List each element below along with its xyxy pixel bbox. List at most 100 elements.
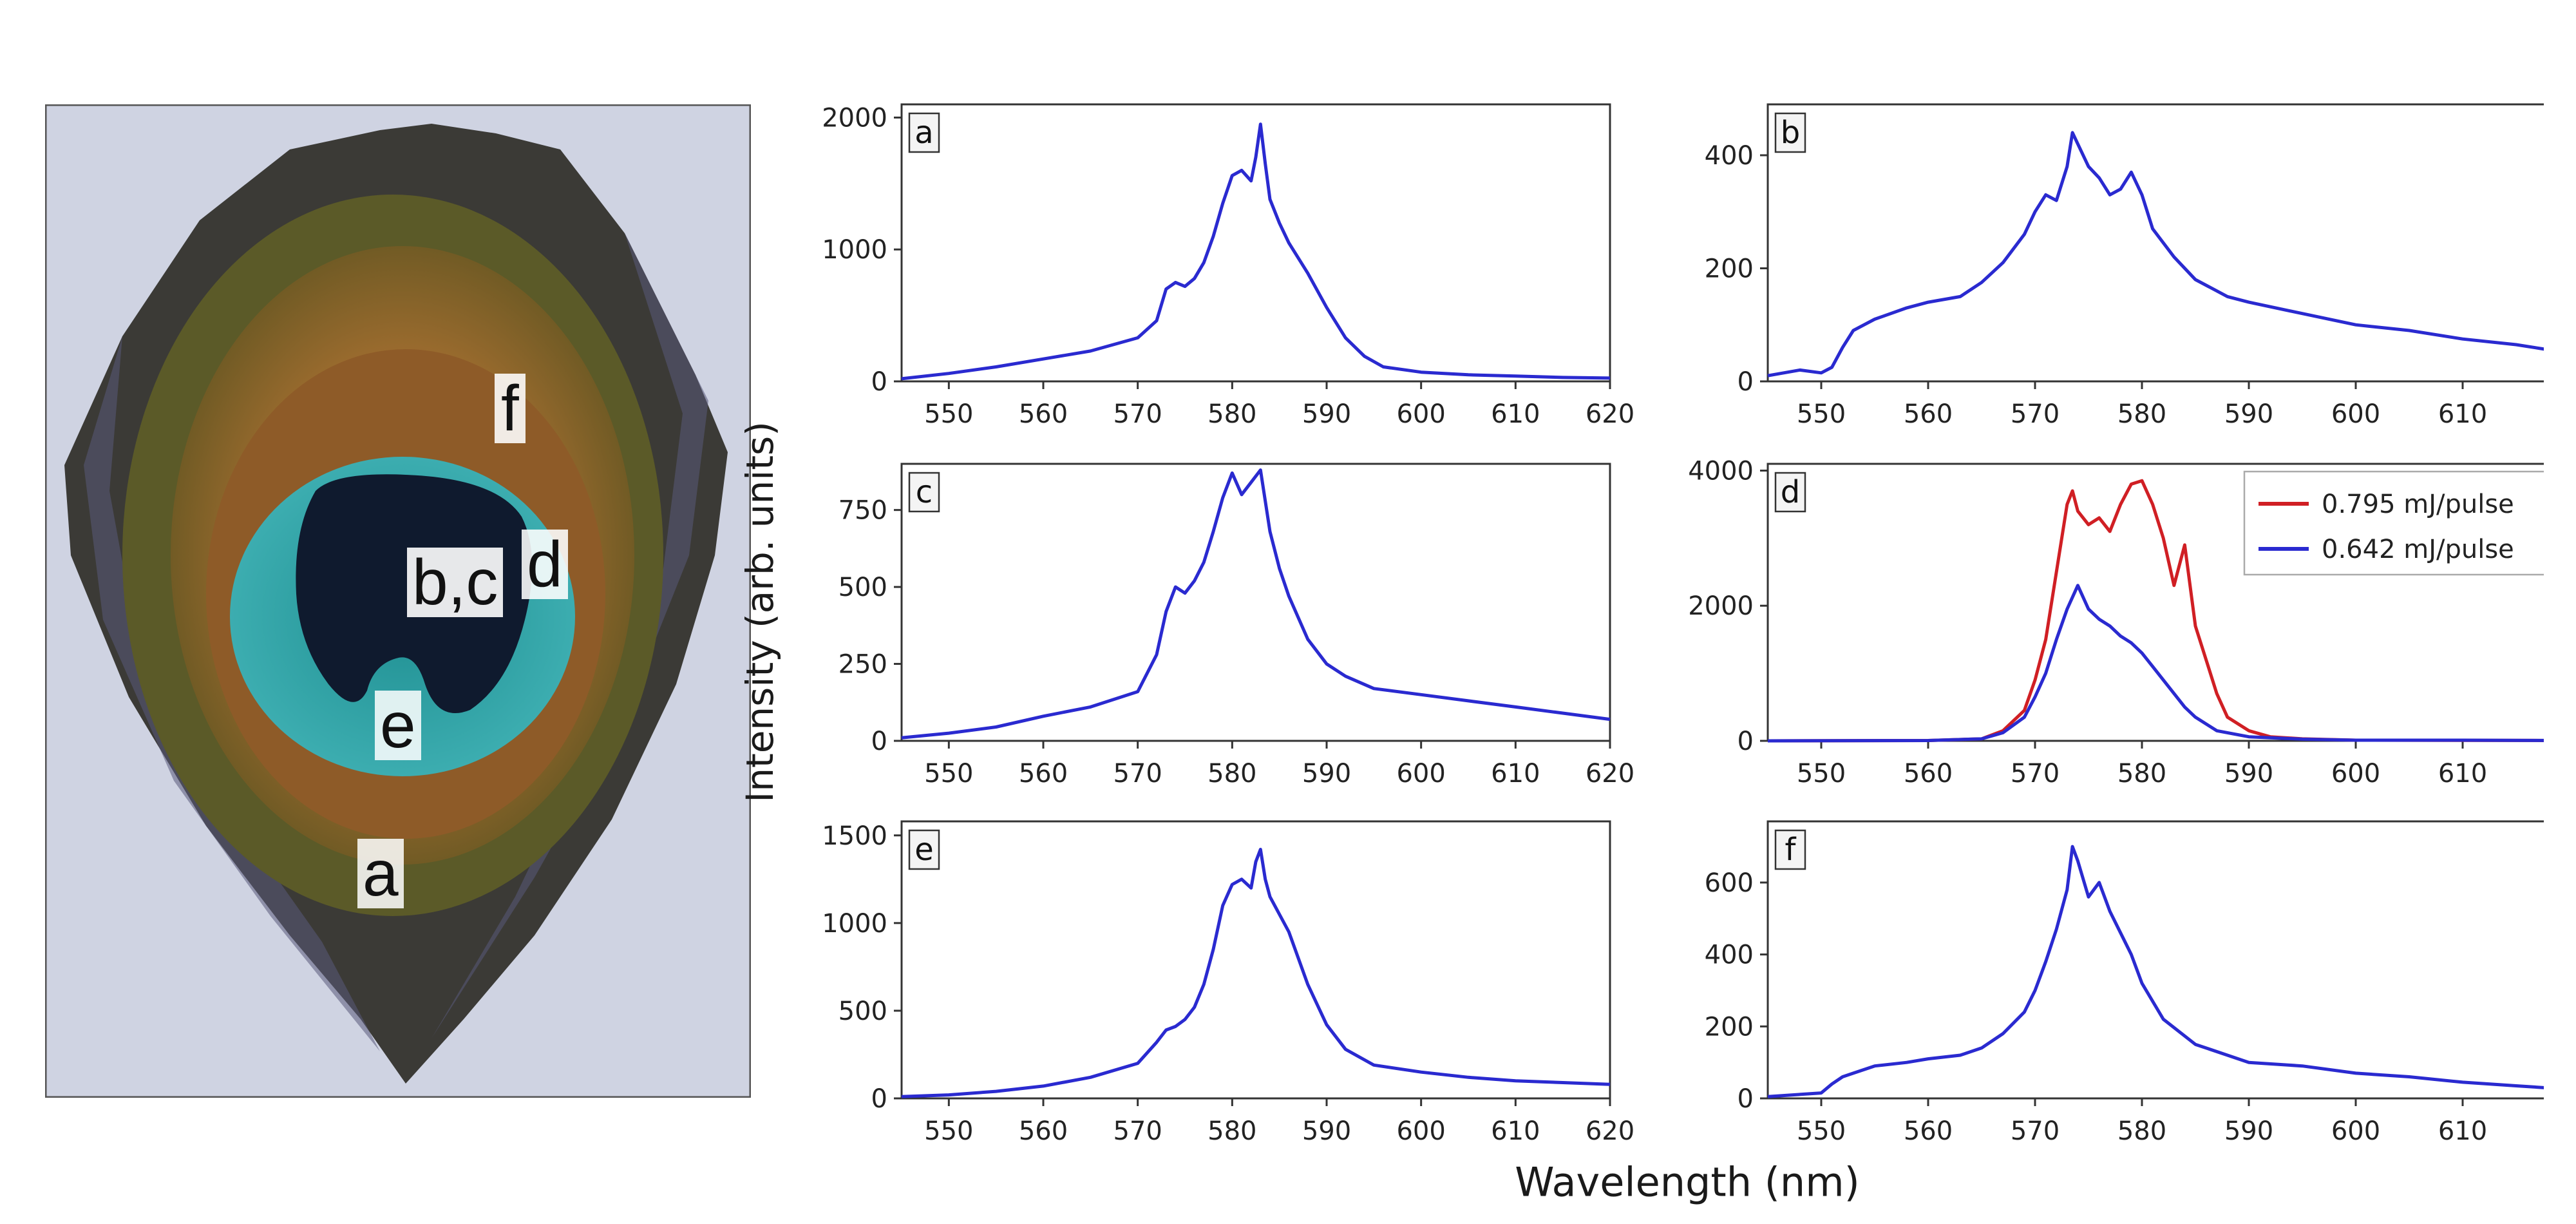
x-tick-label: 580: [1208, 399, 1256, 429]
y-tick-label: 0: [1738, 367, 1754, 397]
panel-letter-e: e: [914, 832, 934, 868]
x-tick-label: 560: [1019, 1116, 1068, 1146]
x-tick-label: 550: [924, 1116, 973, 1146]
x-tick-label: 600: [2331, 759, 2380, 789]
x-tick-label: 600: [2331, 1116, 2380, 1146]
legend-box: [2243, 470, 2544, 576]
y-tick-label: 400: [1705, 141, 1754, 171]
series-line-b-0: [1767, 131, 2544, 378]
y-tick-label: 1000: [822, 235, 887, 265]
panel-letter-box: [1774, 112, 1806, 153]
feather-fringe-left: [84, 336, 380, 1051]
panel-letter-box: [908, 472, 940, 513]
x-tick-label: 560: [1904, 1116, 1953, 1146]
x-tick-label: 570: [2011, 1116, 2060, 1146]
marker-e: e: [375, 691, 421, 760]
y-tick-label: 250: [838, 650, 887, 680]
panel-letter-box: [908, 829, 940, 870]
marker-a: a: [357, 839, 404, 908]
panel-frame-c: [900, 463, 1611, 742]
panel-b: 5505605705805906006106200200400b: [1705, 103, 2544, 429]
x-tick-label: 550: [1797, 1116, 1846, 1146]
series-line-d-0: [1767, 479, 2544, 743]
x-tick-label: 570: [2011, 759, 2060, 789]
panel-letter-box: [1774, 472, 1806, 513]
panel-e: 550 560 570 580 590 600 610 620 0 500 1000 1500 e: [822, 820, 1634, 1146]
y-tick-label: 1000: [822, 909, 887, 939]
x-tick-label: 600: [2331, 399, 2380, 429]
x-tick-label: 580: [1208, 1116, 1256, 1146]
x-axis-label: Wavelength (nm): [1515, 1158, 1860, 1206]
y-tick-label: 750: [838, 496, 887, 526]
panel-a: 550 560 570 580 590 600 610 620 0 1000 2000 a: [822, 103, 1634, 429]
y-axis-label: Intensity (arb. units): [738, 421, 782, 803]
panel-letter-c: c: [916, 474, 933, 510]
y-tick-label: 400: [1705, 941, 1754, 970]
y-tick-label: 0: [871, 367, 887, 397]
x-tick-label: 610: [1491, 759, 1540, 789]
y-tick-label: 500: [838, 573, 887, 602]
x-tick-label: 580: [1208, 759, 1256, 789]
x-tick-label: 550: [1797, 399, 1846, 429]
x-tick-label: 560: [1904, 399, 1953, 429]
series-line-d-1: [1767, 584, 2544, 743]
x-tick-label: 580: [2117, 759, 2166, 789]
panel-letter-d: d: [1781, 474, 1800, 510]
y-tick-label: 0: [1738, 727, 1754, 756]
marker-bc: b,c: [407, 548, 504, 617]
y-tick-label: 0: [1738, 1084, 1754, 1114]
panel-d: 550560570580590600610620020004000d0.795 …: [1688, 456, 2544, 789]
marker-d: d: [522, 530, 568, 599]
x-tick-label: 610: [2438, 399, 2487, 429]
x-tick-label: 570: [1113, 1116, 1162, 1146]
legend-label: 0.795 mJ/pulse: [2322, 490, 2514, 519]
y-tick-label: 1500: [822, 821, 887, 851]
feather-image: [43, 102, 753, 1100]
feather-photo: f b,c d e a: [43, 102, 753, 1100]
x-tick-label: 600: [1396, 399, 1445, 429]
x-tick-label: 590: [1302, 1116, 1351, 1146]
x-tick-label: 560: [1019, 759, 1068, 789]
panel-c: 550 560 570 580 590 600 610 620 0 250 500 750 c: [838, 463, 1634, 789]
series-line-f-0: [1767, 845, 2544, 1098]
x-tick-label: 590: [1302, 399, 1351, 429]
x-tick-label: 610: [1491, 399, 1540, 429]
x-tick-label: 620: [1586, 1116, 1634, 1146]
y-tick-label: 2000: [822, 103, 887, 133]
panel-letter-f: f: [1785, 832, 1797, 868]
y-tick-label: 4000: [1688, 456, 1754, 486]
x-tick-label: 580: [2117, 1116, 2166, 1146]
y-tick-label: 200: [1705, 254, 1754, 283]
x-tick-label: 570: [2011, 399, 2060, 429]
x-tick-label: 600: [1396, 1116, 1445, 1146]
panel-frame-f: [1766, 820, 2544, 1100]
x-tick-label: 580: [2117, 399, 2166, 429]
x-tick-label: 600: [1396, 759, 1445, 789]
marker-f: f: [495, 374, 526, 443]
x-tick-label: 610: [2438, 759, 2487, 789]
legend-label: 0.642 mJ/pulse: [2322, 535, 2514, 564]
x-tick-label: 550: [1797, 759, 1846, 789]
x-tick-label: 620: [1586, 399, 1634, 429]
y-tick-label: 0: [871, 727, 887, 756]
panel-frame-b: [1766, 103, 2544, 383]
x-tick-label: 590: [1302, 759, 1351, 789]
series-line-a-0: [901, 122, 1611, 381]
x-tick-label: 620: [1586, 759, 1634, 789]
series-line-e-0: [901, 848, 1611, 1098]
panel-letter-a: a: [914, 115, 933, 151]
y-tick-label: 0: [871, 1084, 887, 1114]
y-tick-label: 600: [1705, 868, 1754, 898]
series-line-c-0: [901, 468, 1611, 740]
x-tick-label: 560: [1904, 759, 1953, 789]
x-tick-label: 590: [2224, 399, 2273, 429]
x-tick-label: 550: [924, 399, 973, 429]
x-tick-label: 590: [2224, 1116, 2273, 1146]
panel-letter-box: [1774, 829, 1806, 870]
panel-f: 5505605705805906006106200200400600f: [1705, 820, 2544, 1146]
x-tick-label: 550: [924, 759, 973, 789]
x-tick-label: 560: [1019, 399, 1068, 429]
y-tick-label: 500: [838, 997, 887, 1026]
x-tick-label: 590: [2224, 759, 2273, 789]
